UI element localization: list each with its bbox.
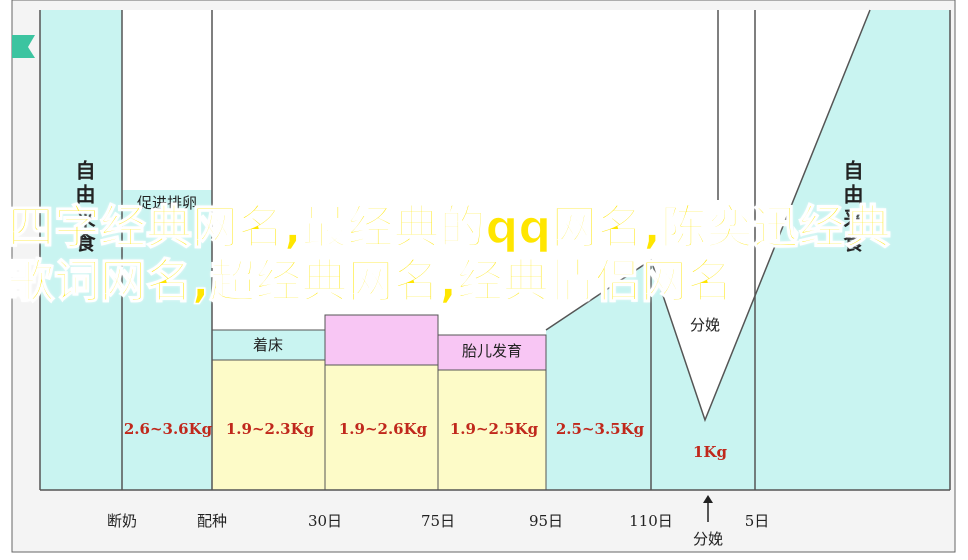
stage-label: 促进排卵 xyxy=(136,194,198,212)
x-label: 95日 xyxy=(528,512,564,530)
box xyxy=(437,334,547,371)
stage-label: 着床 xyxy=(252,336,284,354)
x-label: 配种 xyxy=(196,512,228,530)
weight: 2.5~3.5Kg xyxy=(555,420,645,438)
dividers xyxy=(39,9,951,491)
x-label: 75日 xyxy=(420,512,456,530)
stage-label: 胎儿发育 xyxy=(461,342,523,360)
panel xyxy=(122,190,212,490)
arrow-head xyxy=(703,495,713,503)
x-label: 5日 xyxy=(744,512,770,530)
arrow-label: 分娩 xyxy=(692,530,724,548)
weight: 1.9~2.6Kg xyxy=(338,420,428,438)
x-label: 110日 xyxy=(629,512,673,530)
panel xyxy=(40,10,122,490)
x-label: 断奶 xyxy=(106,512,138,530)
overlay-title: 四字经典网名,最经典的qq网名,陈奕迅经典歌词网名,超经典网名,经典情侣网名 xyxy=(7,199,891,309)
panel xyxy=(546,10,950,490)
weight: 1Kg xyxy=(693,443,727,461)
weight: 1.9~2.3Kg xyxy=(225,420,315,438)
stage-label: 分娩 xyxy=(689,316,721,334)
tag-icon xyxy=(12,35,35,58)
weight: 2.6~3.6Kg xyxy=(123,420,213,438)
weight: 1.9~2.5Kg xyxy=(449,420,539,438)
box xyxy=(437,369,547,491)
side-label: 自由采食 xyxy=(72,160,96,256)
side-label: 自由采食 xyxy=(840,160,864,256)
box xyxy=(324,314,439,366)
x-label: 30日 xyxy=(307,512,343,530)
